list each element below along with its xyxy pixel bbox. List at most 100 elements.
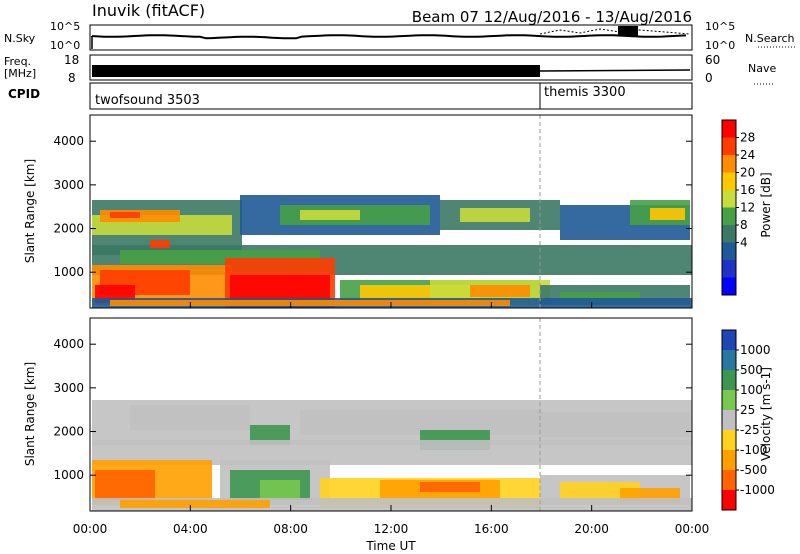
velocity-colorbar-swatch-6: [722, 450, 736, 470]
power-colorbar-label: Power [dB]: [759, 172, 773, 237]
power-cell-6: [300, 210, 360, 220]
power-panel: 1000 2000 3000 4000 Slant Range [km] 28 24 20…: [23, 114, 773, 309]
power-colorbar-label-2: 20: [740, 166, 755, 180]
power-cell-3: [110, 212, 140, 218]
velocity-cell-11: [260, 480, 300, 500]
nave-tick-bottom: 0: [705, 71, 713, 85]
noise-panel: N.Sky 10^5 10^0 10^5 10^0 N.Search: [4, 20, 796, 52]
cpid-segment-1: twofsound 3503: [95, 93, 200, 108]
cpid-panel-frame: [89, 82, 693, 110]
noise-sky-line: [91, 34, 687, 40]
power-colorbar-label-0: 28: [740, 131, 755, 145]
velocity-colorbar-swatch-3: [722, 390, 736, 410]
velocity-colorbar: 1000 500 100 25 -25 -100 -500 -1000: [721, 329, 775, 511]
power-y-ticks: 1000 2000 3000 4000: [53, 134, 692, 279]
time-tick-label-2: 08:00: [273, 522, 308, 536]
power-colorbar-swatch-8: [722, 260, 736, 278]
time-axis: 00:00 04:00 08:00 12:00 16:00 20:00 00:00: [73, 302, 710, 536]
noise-right-label: N.Search: [745, 32, 795, 45]
noise-series: [91, 26, 691, 49]
velocity-colorbar-swatch-0: [722, 330, 736, 350]
noise-right-tick-top: 10^5: [705, 20, 735, 33]
cpid-segment-2: themis 3300: [544, 85, 626, 100]
cpid-panel: CPID twofsound 3503 themis 3300: [8, 82, 693, 110]
velocity-colorbar-swatch-2: [722, 370, 736, 390]
velocity-colorbar-label-3: 25: [740, 403, 755, 417]
velocity-colorbar-label-1: 500: [740, 363, 763, 377]
velocity-colorbar-swatch-5: [722, 430, 736, 450]
time-tick-label-1: 04:00: [173, 522, 208, 536]
noise-right-tick-bottom: 10^0: [705, 39, 735, 52]
velocity-ytick-label-0: 1000: [53, 468, 84, 482]
velocity-colorbar-label-0: 1000: [740, 343, 771, 357]
velocity-colorbar-swatch-7: [722, 470, 736, 490]
noise-panel-frame: [89, 24, 693, 51]
power-colorbar-label-1: 24: [740, 148, 755, 162]
power-colorbar-swatch-3: [722, 172, 736, 190]
power-colorbar-swatch-0: [722, 120, 736, 138]
power-colorbar-swatch-9: [722, 277, 736, 295]
velocity-ylabel: Slant Range [km]: [23, 362, 37, 466]
power-colorbar-swatch-2: [722, 155, 736, 173]
cpid-label: CPID: [8, 87, 40, 101]
frequency-panel-frame: [89, 54, 693, 81]
station-title: Inuvik (fitACF): [92, 1, 205, 20]
power-colorbar-swatch-1: [722, 137, 736, 155]
velocity-colorbar-label-2: 100: [740, 383, 763, 397]
time-tick-label-5: 20:00: [574, 522, 609, 536]
velocity-cell-8: [95, 470, 155, 500]
velocity-colorbar-label-4: -25: [740, 423, 760, 437]
time-tick-label-6: 00:00: [675, 522, 710, 536]
frequency-panel: Freq. [MHz] 18 8 60 0 Nave: [4, 53, 776, 85]
velocity-colorbar-frame: [721, 329, 737, 511]
velocity-heatmap-cells: [92, 400, 692, 511]
velocity-colorbar-swatch-8: [722, 490, 736, 510]
time-axis-label: Time UT: [365, 539, 416, 553]
power-colorbar-swatch-4: [722, 190, 736, 208]
power-ytick-label-3: 4000: [53, 134, 84, 148]
nave-tick-top: 60: [705, 53, 720, 67]
power-ytick-label-1: 2000: [53, 222, 84, 236]
frequency-dense-band: [92, 65, 540, 77]
noise-spike: [618, 26, 638, 36]
velocity-cell-3: [540, 412, 690, 437]
power-ytick-label-2: 3000: [53, 178, 84, 192]
power-colorbar-label-5: 8: [740, 218, 748, 232]
velocity-ytick-label-1: 2000: [53, 425, 84, 439]
power-ylabel: Slant Range [km]: [23, 159, 37, 263]
velocity-colorbar-label: Velocity [m s-1]: [759, 367, 773, 461]
power-colorbar-swatch-7: [722, 242, 736, 260]
frequency-label-2: [MHz]: [4, 67, 36, 80]
velocity-ytick-label-2: 3000: [53, 381, 84, 395]
velocity-colorbar-label-5: -100: [740, 443, 767, 457]
power-colorbar: 28 24 20 16 12 8 4: [721, 119, 755, 296]
frequency-label-1: Freq.: [4, 55, 31, 68]
velocity-panel: 1000 2000 3000 4000 Slant Range [km] 1000 50…: [23, 317, 775, 512]
velocity-y-ticks: 1000 2000 3000 4000: [53, 337, 692, 482]
velocity-colorbar-label-6: -500: [740, 463, 767, 477]
nave-label: Nave: [748, 62, 776, 75]
time-tick-label-3: 12:00: [374, 522, 409, 536]
power-cell-11: [650, 208, 685, 220]
power-colorbar-swatch-5: [722, 207, 736, 225]
power-cell-14: [150, 240, 170, 248]
power-cell-8: [460, 208, 530, 222]
power-cell-27: [110, 300, 510, 306]
velocity-colorbar-swatch-4: [722, 410, 736, 430]
noise-left-tick-top: 10^5: [50, 20, 80, 33]
power-colorbar-label-6: 4: [740, 236, 748, 250]
velocity-ytick-label-3: 4000: [53, 337, 84, 351]
noise-search-line: [539, 28, 691, 35]
time-tick-label-4: 16:00: [474, 522, 509, 536]
velocity-cell-19: [120, 500, 270, 508]
power-cell-23: [470, 285, 530, 297]
noise-left-tick-bottom: 10^0: [50, 39, 80, 52]
frequency-trace: [539, 69, 691, 72]
velocity-cell-1: [130, 405, 250, 430]
power-cell-25: [560, 292, 640, 302]
power-colorbar-label-3: 16: [740, 183, 755, 197]
power-heatmap-cells: [92, 195, 692, 308]
velocity-cell-14: [420, 482, 480, 492]
power-colorbar-label-4: 12: [740, 201, 755, 215]
